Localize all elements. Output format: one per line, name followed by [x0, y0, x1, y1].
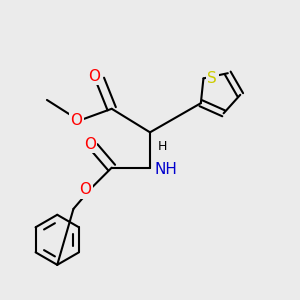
Text: H: H [158, 140, 167, 153]
Text: O: O [88, 69, 100, 84]
Text: O: O [79, 182, 91, 197]
Text: NH: NH [155, 162, 178, 177]
Text: S: S [207, 71, 217, 86]
Text: O: O [84, 136, 96, 152]
Text: O: O [70, 113, 83, 128]
